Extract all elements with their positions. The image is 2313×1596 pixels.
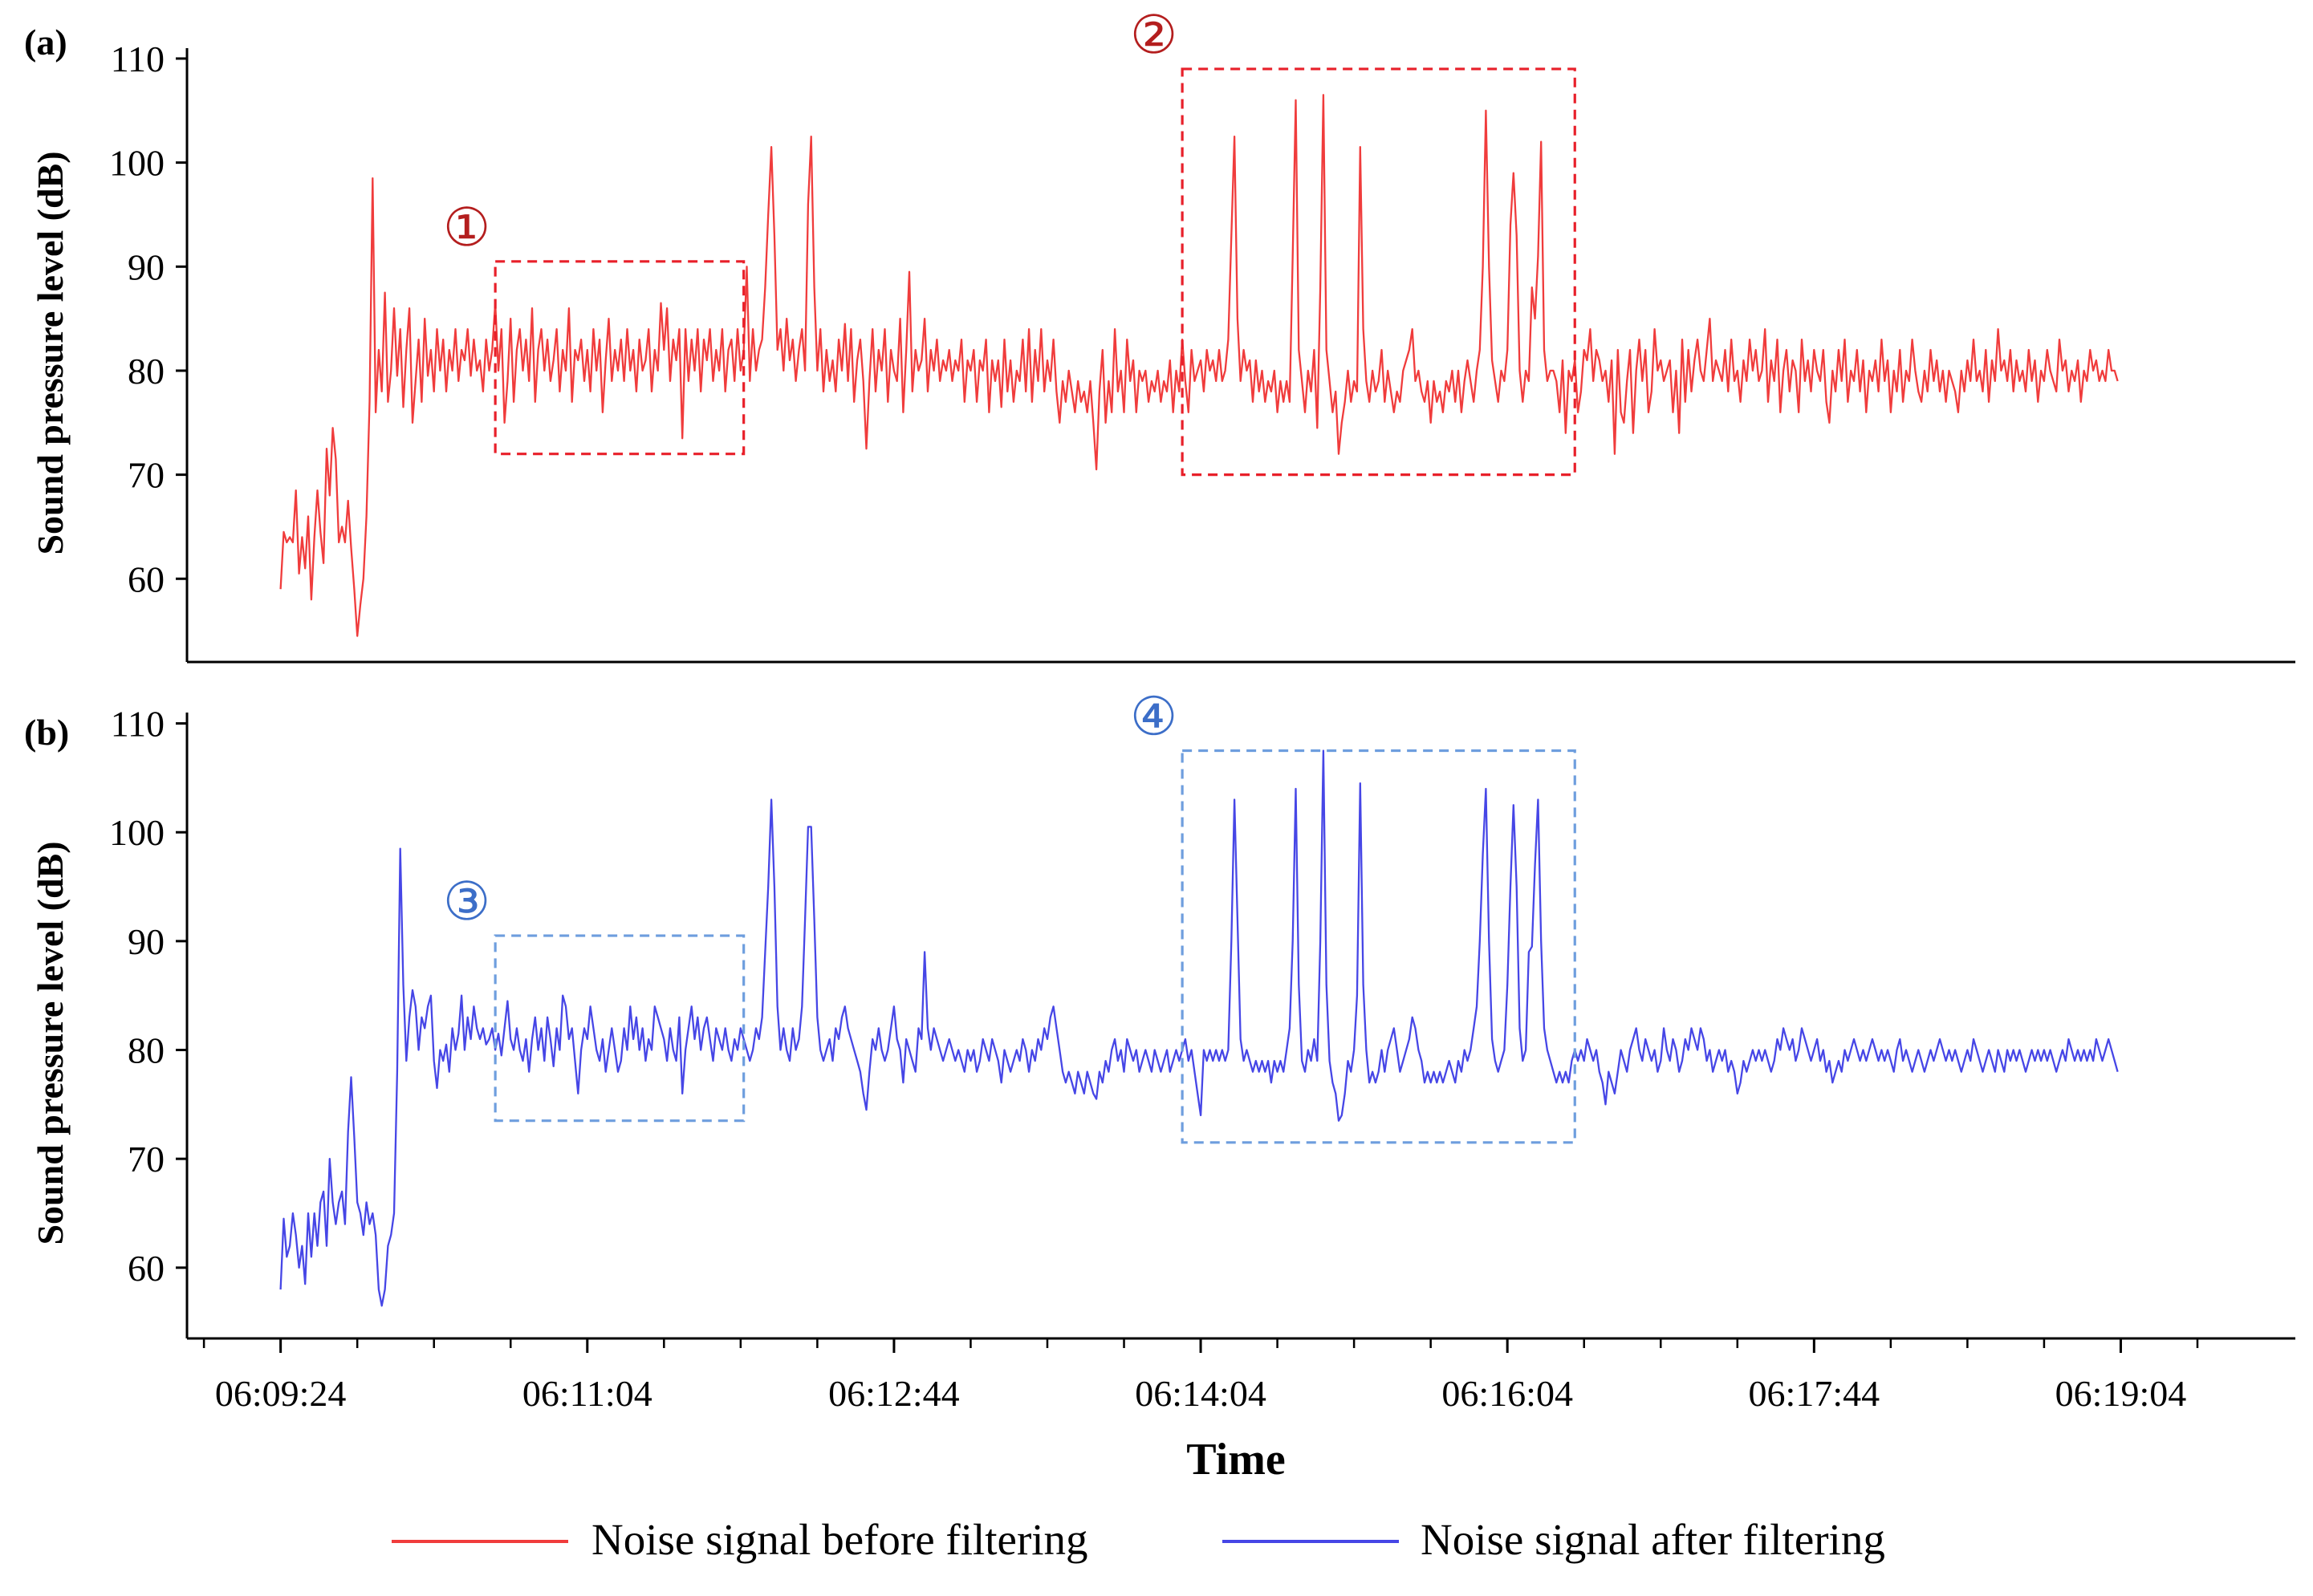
panel-b-series-line	[279, 749, 2119, 1307]
legend: Noise signal before filtering Noise sign…	[392, 1515, 1885, 1564]
x-axis-ticks: 06:09:24 06:11:04 06:12:44 06:14:04 06:16:04…	[202, 1338, 2199, 1414]
panel-b-y-tick-label: 90	[128, 921, 165, 962]
panel-a-series-line	[279, 94, 2119, 637]
legend-before-label: Noise signal before filtering	[591, 1515, 1088, 1564]
panel-a-ylabel: Sound pressure level (dB)	[30, 151, 71, 554]
panel-b: (b) Sound pressure level (dB) 60 70 80 90 10…	[24, 688, 2295, 1484]
x-axis-label: Time	[1186, 1435, 1285, 1484]
panel-b-annotation-marker-1: ③	[443, 873, 490, 932]
panel-b-y-tick-label: 100	[109, 812, 165, 853]
panel-b-label: (b)	[24, 712, 69, 753]
x-tick-label: 06:09:24	[215, 1373, 347, 1414]
panel-a-y-tick-label: 110	[111, 39, 165, 79]
panel-a-annotation-marker-2: ②	[1130, 6, 1177, 65]
x-tick-label: 06:19:04	[2055, 1373, 2187, 1414]
panel-a-annotation-box-2	[1181, 67, 1576, 477]
x-tick-label: 06:17:44	[1749, 1373, 1880, 1414]
panel-a-annotation-box-1	[494, 260, 746, 456]
panel-a-y-tick-label: 90	[128, 246, 165, 287]
panel-a-y-tick-label: 70	[128, 455, 165, 496]
panel-b-y-tick-label: 110	[111, 704, 165, 745]
panel-b-annotation-box-1	[494, 934, 746, 1123]
panel-a-plot: 60 70 80 90 100 110 ① ②	[109, 6, 2295, 664]
panel-a: (a) Sound pressure level (dB) 60 70 80 90 10…	[24, 6, 2295, 664]
panel-a-y-tick-label: 60	[128, 558, 165, 599]
panel-b-annotation-box-2	[1181, 749, 1576, 1144]
panel-b-annotation-marker-2: ④	[1130, 688, 1177, 746]
x-tick-label: 06:11:04	[522, 1373, 652, 1414]
x-tick-label: 06:14:04	[1135, 1373, 1266, 1414]
panel-b-y-tick-label: 70	[128, 1139, 165, 1180]
x-tick-label: 06:12:44	[828, 1373, 960, 1414]
panel-a-y-tick-label: 100	[109, 143, 165, 184]
panel-a-annotation-marker-1: ①	[443, 199, 490, 258]
legend-after-label: Noise signal after filtering	[1421, 1515, 1885, 1564]
x-tick-label: 06:16:04	[1441, 1373, 1573, 1414]
panel-b-ylabel: Sound pressure level (dB)	[30, 841, 71, 1245]
panel-b-plot: 60 70 80 90 100 110 ③ ④	[109, 688, 2295, 1340]
panel-b-y-tick-label: 80	[128, 1030, 165, 1071]
panel-b-y-tick-label: 60	[128, 1248, 165, 1289]
panel-a-label: (a)	[24, 22, 67, 63]
panel-a-y-tick-label: 80	[128, 351, 165, 392]
